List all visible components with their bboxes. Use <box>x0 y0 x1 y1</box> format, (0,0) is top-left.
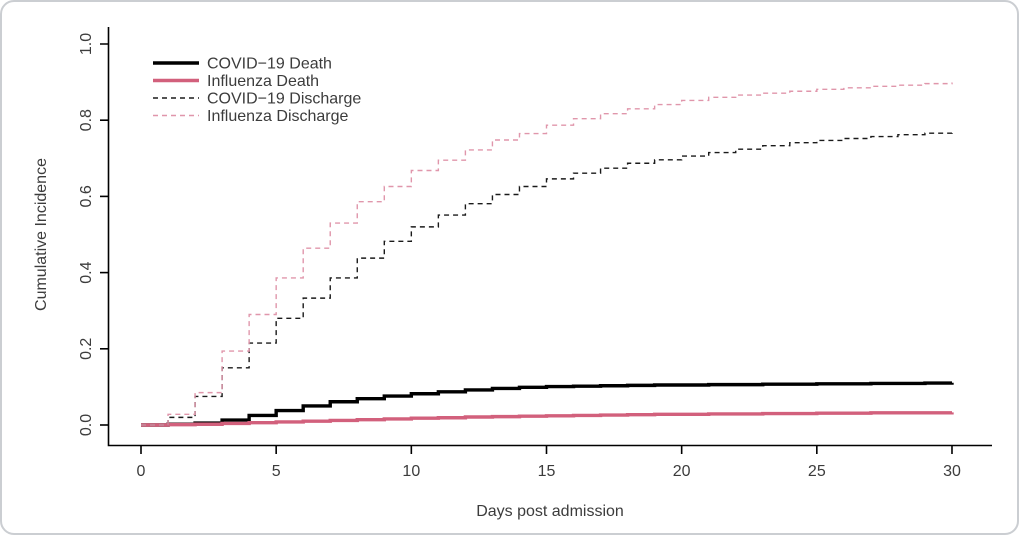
axis-lines <box>107 27 992 447</box>
x-tick-label: 0 <box>137 463 146 480</box>
series-influenza-death <box>141 411 954 427</box>
y-tick-label: 0.0 <box>78 414 95 436</box>
y-tick-label: 0.2 <box>78 338 95 360</box>
x-axis-title: Days post admission <box>476 503 624 520</box>
series-covid-19-death <box>141 381 954 427</box>
legend-item-covid-19-discharge: COVID−19 Discharge <box>153 91 361 108</box>
y-tick-label: 0.8 <box>78 109 95 131</box>
x-tick-label: 15 <box>538 463 556 480</box>
legend-item-influenza-death: Influenza Death <box>153 73 319 90</box>
legend-label: Influenza Discharge <box>207 108 349 125</box>
y-tick-label: 0.4 <box>78 261 95 283</box>
series-covid-19-discharge <box>141 131 953 426</box>
x-tick-label: 20 <box>673 463 691 480</box>
x-tick-label: 25 <box>808 463 826 480</box>
x-tick-label: 10 <box>402 463 420 480</box>
series-influenza-discharge <box>141 82 953 426</box>
legend-item-covid-19-death: COVID−19 Death <box>153 56 332 73</box>
x-tick-label: 30 <box>943 463 961 480</box>
y-axis-title: Cumulative Incidence <box>33 158 50 311</box>
y-tick-label: 1.0 <box>78 33 95 55</box>
x-tick-label: 5 <box>272 463 281 480</box>
y-tick-label: 0.6 <box>78 185 95 207</box>
legend-item-influenza-discharge: Influenza Discharge <box>153 108 349 125</box>
legend-label: COVID−19 Death <box>207 56 332 73</box>
legend-label: COVID−19 Discharge <box>207 91 361 108</box>
legend-label: Influenza Death <box>207 73 319 90</box>
